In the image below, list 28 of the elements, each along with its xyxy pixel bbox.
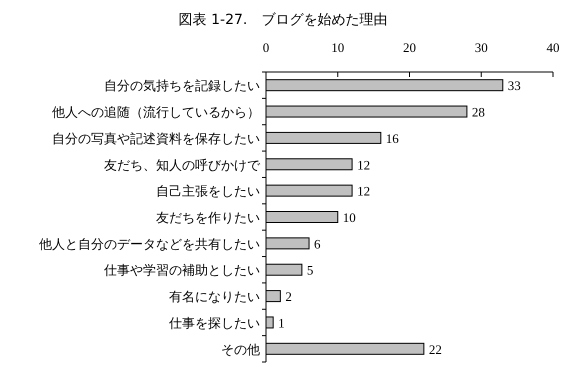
- y-tick-label: 有名になりたい: [169, 290, 260, 306]
- data-label: 10: [342, 210, 356, 225]
- y-tick-label: 仕事や学習の補助としたい: [103, 264, 260, 279]
- y-tick-label: その他: [221, 342, 260, 358]
- data-label: 28: [472, 104, 485, 120]
- y-tick-label: 他人への追随（流行しているから）: [52, 104, 260, 121]
- data-label: 5: [306, 262, 314, 278]
- title: 図表 1-27. ブログを始めた理由: [178, 12, 388, 28]
- y-tick-label: 他人と自分のデータなどを共有したい: [39, 237, 260, 252]
- x-tick-label: 40: [546, 40, 560, 55]
- data-label: 33: [508, 78, 521, 94]
- data-label: 22: [428, 342, 442, 357]
- x-tick-label: 0: [262, 40, 270, 55]
- data-label: 6: [314, 236, 322, 252]
- y-tick-label: 自分の写真や記述資料を保存したい: [52, 132, 260, 147]
- y-tick-label: 自分の気持ちを記録したい: [104, 79, 260, 94]
- y-tick-label: 自己主張をしたい: [156, 184, 260, 200]
- data-label: 12: [357, 184, 370, 199]
- data-label: 2: [285, 289, 292, 304]
- x-tick-label: 10: [331, 40, 344, 55]
- data-label: 1: [278, 315, 285, 330]
- y-tick-label: 友だちを作りたい: [156, 211, 260, 226]
- x-tick-label: 30: [474, 40, 488, 55]
- data-label: 16: [386, 130, 400, 146]
- y-tick-label: 仕事を探したい: [168, 316, 260, 332]
- data-label: 12: [357, 157, 370, 172]
- y-tick-label: 友だち、知人の呼びかけで: [104, 158, 261, 174]
- x-tick-label: 20: [403, 40, 416, 55]
